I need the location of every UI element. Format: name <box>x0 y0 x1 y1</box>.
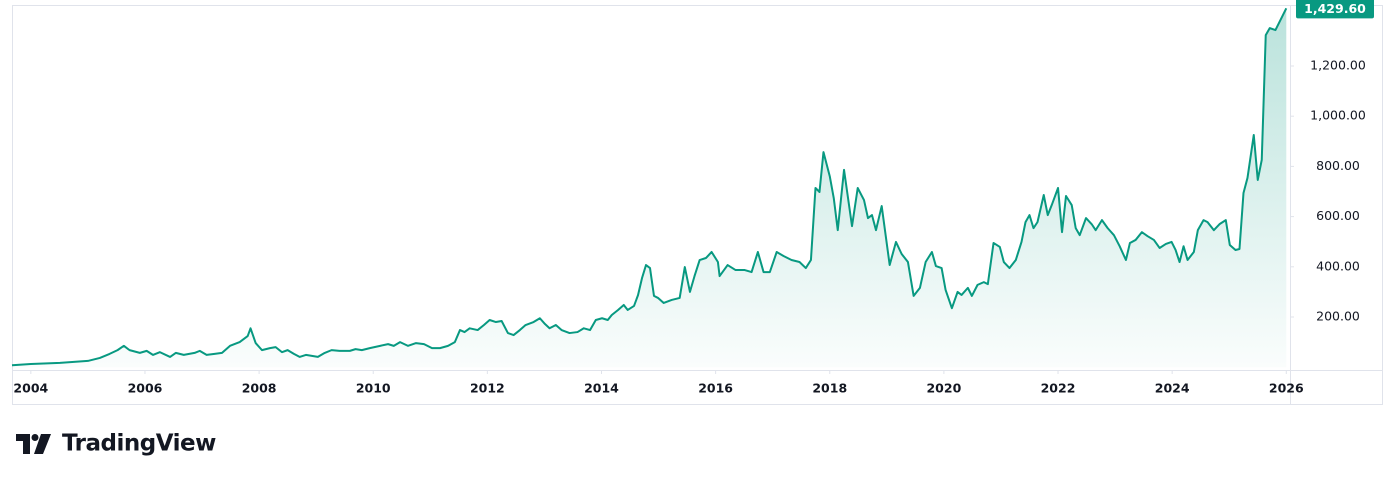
last-price-label: 1,429.60 <box>1304 1 1366 16</box>
price-line <box>11 7 1288 367</box>
last-price-tag <box>1296 0 1374 19</box>
price-area <box>12 8 1287 368</box>
y-tick-label: 200.00 <box>1316 308 1360 323</box>
y-tick-label: 1,000.00 <box>1310 108 1366 123</box>
x-tick-label: 2018 <box>812 381 847 396</box>
x-tick-label: 2024 <box>1155 381 1190 396</box>
y-tick-label: 600.00 <box>1316 208 1360 223</box>
x-tick-label: 2004 <box>13 381 48 396</box>
brand-logo <box>16 434 51 454</box>
x-tick-label: 2026 <box>1269 381 1304 396</box>
x-tick-label: 2012 <box>470 381 505 396</box>
logo-dot <box>31 434 39 441</box>
x-tick-label: 2020 <box>926 381 961 396</box>
x-tick-label: 2022 <box>1041 381 1076 396</box>
y-tick-label: 800.00 <box>1316 158 1360 173</box>
brand-name: TradingView <box>62 431 216 457</box>
logo-mark <box>34 434 51 454</box>
x-tick-label: 2008 <box>242 381 277 396</box>
x-tick-label: 2014 <box>584 381 619 396</box>
x-tick-label: 2006 <box>128 381 163 396</box>
y-tick-label: 1,200.00 <box>1310 57 1366 72</box>
chart-frame <box>12 5 1383 405</box>
plot: 200.00 400.00 600.00 800.00 1,000.00 1,200.00… <box>11 0 1374 396</box>
y-tick-label: 400.00 <box>1316 258 1360 273</box>
logo-mark <box>16 434 30 454</box>
x-tick-label: 2016 <box>698 381 733 396</box>
x-tick-label: 2010 <box>356 381 391 396</box>
